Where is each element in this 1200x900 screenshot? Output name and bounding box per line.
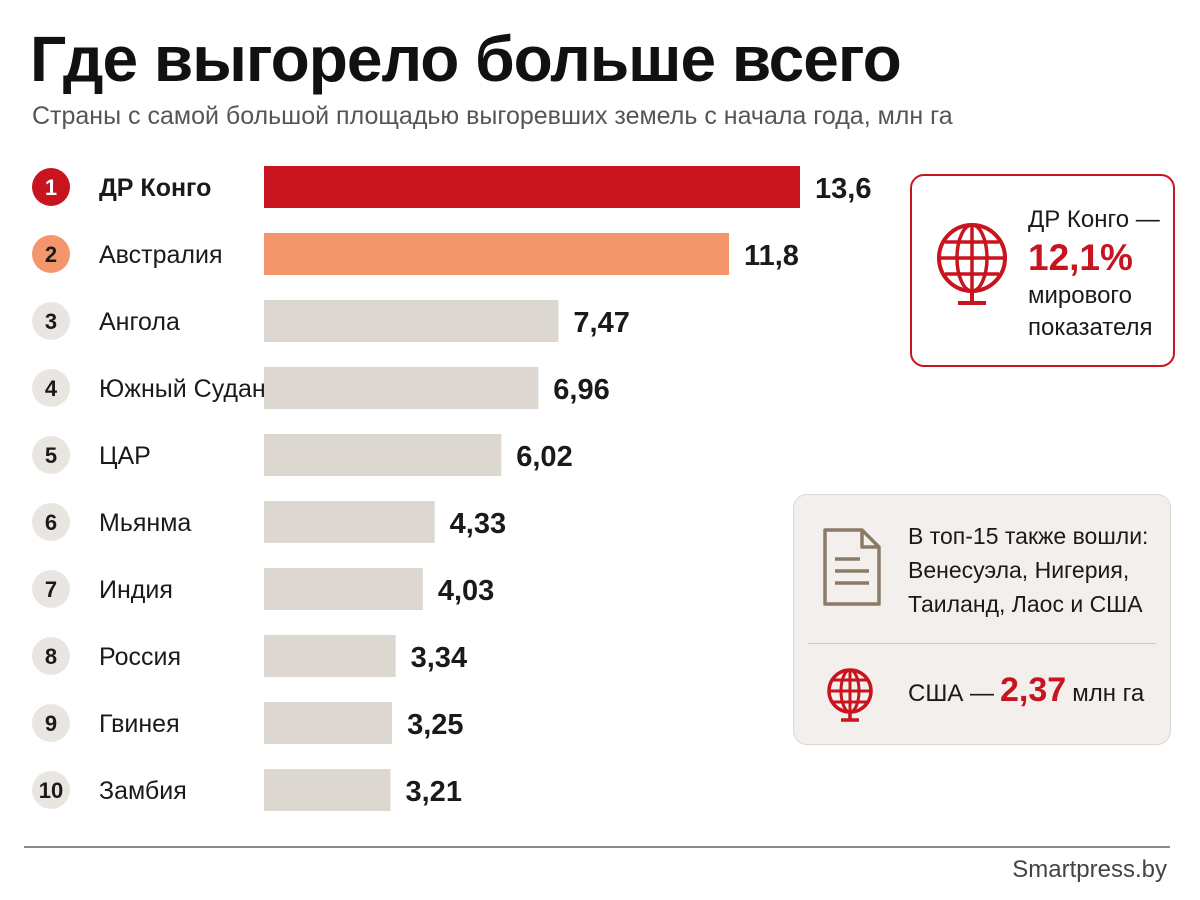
rank-circle: [32, 168, 70, 206]
value-label: 13,6: [815, 173, 871, 205]
bar: [264, 702, 393, 744]
country-label: ЦАР: [99, 442, 151, 470]
usa-text: США —2,37 млн га: [908, 671, 1144, 710]
footer-divider: [24, 846, 1170, 848]
usa-unit: млн га: [1072, 680, 1145, 707]
source-label: Smartpress.by: [1012, 856, 1167, 883]
rank-circle: [32, 637, 70, 675]
share-text: ДР Конго — 12,1% мирового показателя: [1028, 204, 1173, 344]
value-label: 4,03: [438, 575, 494, 607]
country-label: Мьянма: [99, 509, 191, 537]
share-percent: 12,1%: [1028, 237, 1133, 278]
rank-number: 1: [45, 175, 57, 200]
rank-circle: [32, 436, 70, 474]
rank-circle: [32, 369, 70, 407]
country-label: ДР Конго: [99, 174, 211, 202]
bar: [264, 635, 396, 677]
top15-card: В топ-15 также вошли: Венесуэла, Нигерия…: [793, 494, 1171, 745]
rank-circle: [32, 570, 70, 608]
globe-icon: [827, 668, 873, 722]
value-label: 6,02: [516, 441, 572, 473]
chart-title: Где выгорело больше всего: [30, 23, 902, 95]
country-label: Индия: [99, 576, 173, 604]
value-label: 7,47: [573, 307, 629, 339]
bar: [264, 501, 435, 543]
bar: [264, 166, 800, 208]
usa-value: 2,37: [1000, 671, 1067, 709]
rank-circle: [32, 503, 70, 541]
rank-number: 2: [45, 242, 57, 267]
rank-circle: [32, 235, 70, 273]
share-card: ДР Конго — 12,1% мирового показателя: [910, 174, 1175, 367]
country-label: Замбия: [99, 777, 187, 805]
country-label: Австралия: [99, 241, 223, 269]
share-line1: ДР Конго —: [1028, 206, 1160, 233]
bar: [264, 434, 502, 476]
globe-icon: [937, 223, 1007, 305]
rank-number: 7: [45, 577, 57, 602]
country-label: Гвинея: [99, 710, 180, 738]
rank-circle: [32, 302, 70, 340]
country-label: Россия: [99, 643, 181, 671]
top15-text: В топ-15 также вошли: Венесуэла, Нигерия…: [908, 523, 1149, 617]
bar: [264, 367, 539, 409]
value-label: 3,25: [407, 709, 463, 741]
rank-circle: [32, 771, 70, 809]
rank-circle: [32, 704, 70, 742]
rank-number: 3: [45, 309, 57, 334]
bar: [264, 568, 423, 610]
chart-subtitle: Страны с самой большой площадью выгоревш…: [32, 102, 953, 130]
rank-number: 4: [45, 376, 58, 401]
value-label: 3,34: [411, 642, 467, 674]
rank-number: 9: [45, 711, 57, 736]
rank-number: 6: [45, 510, 57, 535]
card-divider: [808, 643, 1156, 644]
bar: [264, 769, 391, 811]
bar: [264, 233, 730, 275]
value-label: 6,96: [553, 374, 609, 406]
value-label: 3,21: [406, 776, 462, 808]
rank-number: 10: [39, 778, 63, 803]
country-label: Ангола: [99, 308, 180, 336]
share-line3: показателя: [1028, 314, 1153, 341]
value-label: 4,33: [450, 508, 506, 540]
share-line2: мирового: [1028, 282, 1133, 309]
rank-number: 8: [45, 644, 57, 669]
usa-label: США —: [908, 680, 995, 707]
document-icon: [823, 528, 881, 606]
bar: [264, 300, 559, 342]
country-label: Южный Судан: [99, 375, 266, 403]
rank-number: 5: [45, 443, 57, 468]
value-label: 11,8: [744, 240, 799, 272]
bar-chart: 1 ДР Конго 13,6 2 Австралия 11,8 3 Ангола 7,47 4 Ю…: [32, 166, 871, 811]
